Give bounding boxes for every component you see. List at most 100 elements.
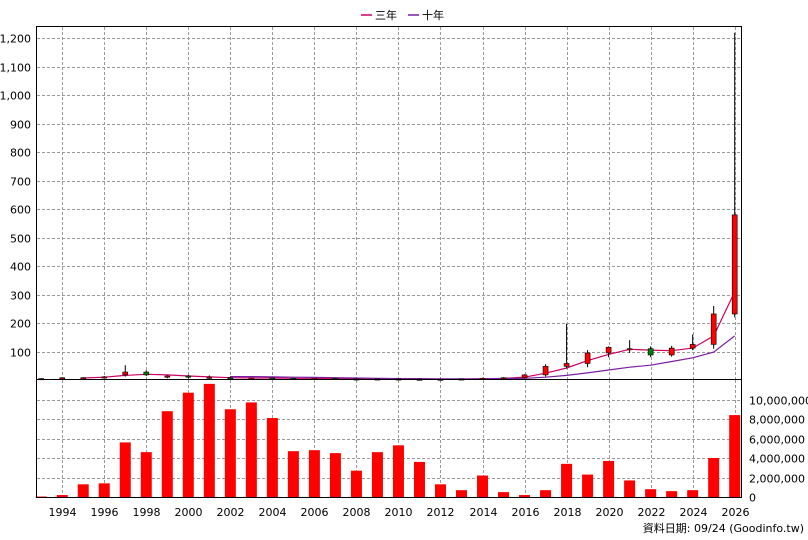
candle bbox=[647, 346, 654, 358]
volume-bar bbox=[56, 495, 68, 497]
candle bbox=[521, 374, 528, 379]
volume-bar bbox=[182, 392, 194, 497]
volume-bar bbox=[561, 463, 573, 497]
volume-bar bbox=[266, 418, 278, 497]
candle bbox=[584, 350, 591, 368]
price-y-tick-label: 600 bbox=[10, 204, 31, 217]
volume-bar bbox=[645, 489, 657, 497]
candle bbox=[500, 377, 507, 380]
volume-bar bbox=[413, 461, 425, 497]
volume-y-tick-label: 0 bbox=[749, 492, 756, 505]
volume-bar bbox=[666, 491, 678, 497]
candle-body bbox=[143, 371, 150, 376]
x-tick-label: 2014 bbox=[470, 506, 498, 519]
x-tick-label: 2004 bbox=[259, 506, 287, 519]
price-y-tick-label: 500 bbox=[10, 233, 31, 246]
x-tick-label: 2026 bbox=[722, 506, 750, 519]
ma-line-十年 bbox=[230, 335, 736, 380]
candle-body bbox=[668, 347, 675, 356]
x-tick-labels: 1994 1996 1998 2000 2002 2004 2006 2008 2010 2012… bbox=[49, 506, 750, 519]
volume-bar bbox=[245, 402, 257, 497]
volume-bar bbox=[729, 415, 741, 497]
moving-average-lines bbox=[83, 291, 736, 380]
candle-body bbox=[731, 214, 738, 315]
volume-y-tick-label: 2,000,000 bbox=[749, 473, 805, 486]
price-y-tick-label: 1,100 bbox=[0, 62, 31, 75]
volume-bar bbox=[308, 450, 320, 497]
volume-bar bbox=[371, 452, 383, 497]
source-note: 資料日期: 09/24 (Goodinfo.tw) bbox=[643, 521, 804, 535]
volume-bar bbox=[35, 496, 47, 498]
candle bbox=[185, 374, 192, 379]
price-grid bbox=[37, 27, 741, 380]
candle-body bbox=[80, 377, 87, 380]
candle-body bbox=[164, 375, 171, 378]
volume-bar bbox=[687, 490, 699, 497]
volume-bar bbox=[603, 460, 615, 497]
volume-bar bbox=[329, 453, 341, 497]
x-tick-label: 2006 bbox=[301, 506, 329, 519]
price-y-tick-label: 1,000 bbox=[0, 90, 31, 103]
candle bbox=[206, 375, 213, 379]
candle bbox=[710, 305, 717, 349]
x-tick-label: 2002 bbox=[217, 506, 245, 519]
volume-bar bbox=[119, 442, 131, 497]
price-y-tick-label: 800 bbox=[10, 147, 31, 160]
candle bbox=[689, 334, 696, 351]
x-tick-label: 2016 bbox=[512, 506, 540, 519]
volume-bar bbox=[519, 495, 531, 497]
candle-body bbox=[59, 377, 66, 380]
candle-body bbox=[563, 363, 570, 367]
volume-bar bbox=[477, 475, 489, 497]
volume-y-tick-label: 10,000,000 bbox=[749, 395, 808, 408]
candle-body bbox=[122, 371, 129, 376]
candle bbox=[668, 345, 675, 357]
x-tick-label: 1994 bbox=[49, 506, 77, 519]
price-y-tick-label: 100 bbox=[10, 347, 31, 360]
volume-bar bbox=[456, 490, 468, 497]
volume-bar bbox=[392, 445, 404, 497]
x-tick-label: 2022 bbox=[638, 506, 666, 519]
volume-bar bbox=[161, 411, 173, 497]
candle-body bbox=[647, 348, 654, 356]
price-y-tick-label: 200 bbox=[10, 318, 31, 331]
volume-y-tick-label: 6,000,000 bbox=[749, 434, 805, 447]
volume-bar bbox=[140, 452, 152, 497]
price-y-tick-labels: 100 200 300 400 500 600 700 800 900 1,000 1,100 1,2… bbox=[0, 33, 31, 360]
x-tick-label: 2020 bbox=[596, 506, 624, 519]
volume-bar bbox=[203, 383, 215, 497]
x-tick-label: 1996 bbox=[91, 506, 119, 519]
candle-body bbox=[584, 352, 591, 364]
price-y-tick-label: 700 bbox=[10, 176, 31, 189]
volume-bar bbox=[287, 451, 299, 497]
candle bbox=[143, 370, 150, 377]
volume-panel-frame bbox=[36, 379, 742, 498]
volume-bars bbox=[35, 383, 741, 498]
volume-y-tick-label: 8,000,000 bbox=[749, 414, 805, 427]
volume-y-tick-label: 4,000,000 bbox=[749, 453, 805, 466]
candle-body bbox=[521, 374, 528, 379]
volume-bar bbox=[350, 470, 362, 497]
candle bbox=[626, 340, 633, 353]
candle-body bbox=[500, 377, 507, 380]
yearly-candles bbox=[38, 32, 738, 381]
candle bbox=[101, 376, 108, 379]
candle-body bbox=[710, 313, 717, 345]
candle-body bbox=[227, 377, 234, 380]
candle bbox=[59, 377, 66, 380]
x-tick-label: 1998 bbox=[133, 506, 161, 519]
x-tick-label: 2018 bbox=[554, 506, 582, 519]
candle bbox=[563, 323, 570, 369]
volume-bar bbox=[582, 474, 594, 497]
x-tick-label: 2012 bbox=[427, 506, 455, 519]
x-tick-label: 2000 bbox=[175, 506, 203, 519]
candle bbox=[122, 365, 129, 377]
candle-body bbox=[689, 344, 696, 349]
candle bbox=[731, 32, 738, 318]
price-y-tick-label: 1,200 bbox=[0, 33, 31, 46]
candle-body bbox=[185, 375, 192, 378]
candle bbox=[227, 376, 234, 380]
legend-label-十年: 十年 bbox=[422, 8, 444, 22]
candle-body bbox=[605, 346, 612, 354]
